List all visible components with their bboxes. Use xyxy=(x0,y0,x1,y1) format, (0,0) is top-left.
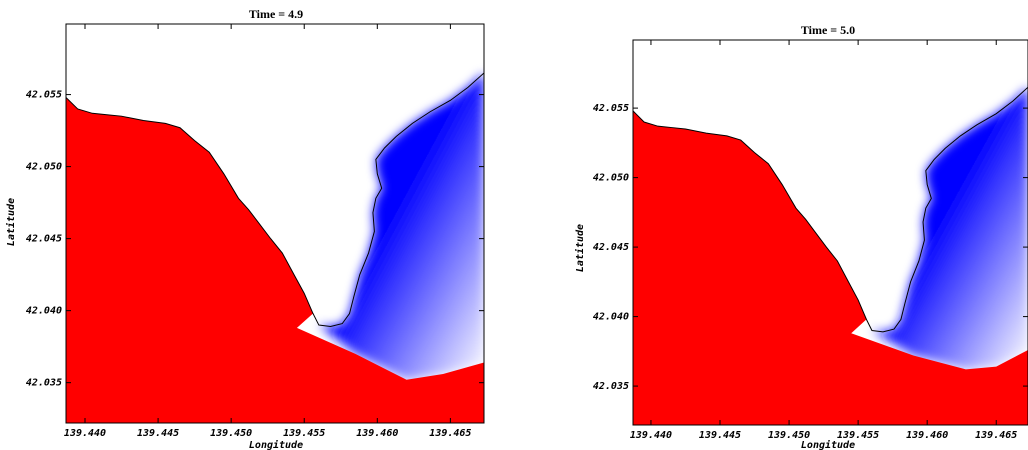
x-axis-label: Longitude xyxy=(249,439,303,450)
x-tick-label: 139.465 xyxy=(429,428,471,439)
positive-region xyxy=(66,97,484,423)
chart-title: Time = 5.0 xyxy=(801,23,855,37)
chart-title: Time = 4.9 xyxy=(249,7,303,21)
y-tick-label: 42.055 xyxy=(593,103,629,114)
panel-time-5-0: Time = 5.0 139.440 139.445 139.450 139.455 1… xyxy=(574,23,1028,450)
negative-region xyxy=(318,72,484,380)
x-tick-label: 139.460 xyxy=(356,428,398,439)
coastline xyxy=(66,72,484,327)
x-tick-label: 139.445 xyxy=(137,428,179,439)
x-tick-label: 139.450 xyxy=(768,430,810,441)
x-tick-label: 139.450 xyxy=(210,428,252,439)
x-tick-label: 139.455 xyxy=(283,428,325,439)
panel-time-4-9: Time = 4.9 139.440 139.445 139.450 139.455 1… xyxy=(5,7,485,450)
y-tick-label: 42.045 xyxy=(26,234,62,245)
plot-area: 139.440 139.445 139.450 139.455 139.460 139.4… xyxy=(593,39,1028,441)
x-tick-label: 139.465 xyxy=(975,430,1017,441)
y-tick-label: 42.040 xyxy=(26,306,62,317)
x-tick-label: 139.445 xyxy=(699,430,741,441)
x-axis-label: Longitude xyxy=(801,439,855,450)
y-axis-label: Latitude xyxy=(5,198,17,246)
plot-area: 139.440 139.445 139.450 139.455 139.460 139.4… xyxy=(26,23,485,439)
y-tick-label: 42.035 xyxy=(26,378,62,389)
negative-region xyxy=(871,87,1028,370)
y-tick-label: 42.035 xyxy=(593,381,629,392)
positive-region xyxy=(633,110,1028,425)
x-tick-label: 139.455 xyxy=(837,430,879,441)
coastline xyxy=(633,86,1028,333)
y-tick-label: 42.050 xyxy=(593,173,629,184)
y-tick-label: 42.055 xyxy=(26,90,62,101)
y-tick-label: 42.045 xyxy=(593,242,629,253)
x-tick-label: 139.440 xyxy=(64,428,106,439)
y-tick-label: 42.040 xyxy=(593,312,629,323)
plot-frame xyxy=(65,23,485,424)
plot-frame xyxy=(632,39,1028,426)
x-tick-label: 139.460 xyxy=(906,430,948,441)
y-tick-label: 42.050 xyxy=(26,162,62,173)
x-tick-label: 139.440 xyxy=(630,430,672,441)
y-axis-label: Latitude xyxy=(574,224,586,272)
